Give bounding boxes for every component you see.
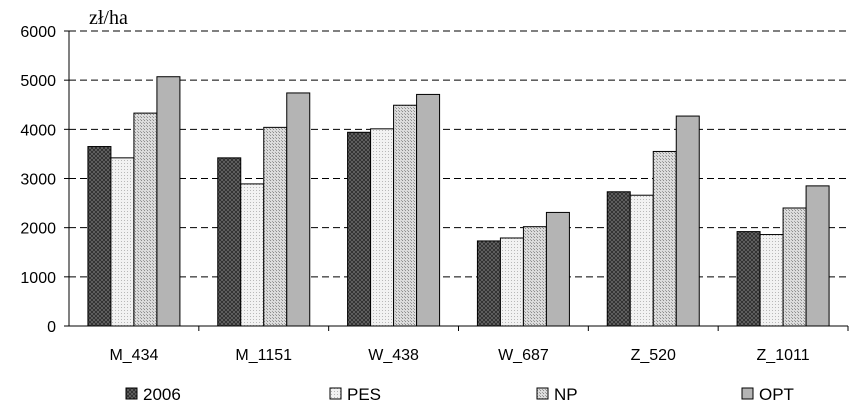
gridlines	[69, 30, 848, 278]
x-tick-label: M_1151	[235, 347, 292, 364]
bar-2006-w_438	[347, 131, 372, 327]
x-tick-label: W_438	[368, 347, 419, 364]
legend: 2006 PES NP OPT	[125, 385, 794, 404]
legend-swatch-np	[536, 387, 549, 400]
bar-opt-z_1011	[805, 185, 830, 327]
bar-pes-w_687	[499, 237, 524, 327]
bar-2006-z_520	[606, 191, 631, 327]
bar-np-z_1011	[782, 207, 807, 327]
legend-swatch-pes	[329, 387, 342, 400]
bar-opt-m_434	[156, 76, 181, 327]
y-tick-label: 5000	[20, 73, 56, 90]
bar-2006-z_1011	[736, 231, 761, 327]
y-tick-label: 1000	[20, 270, 56, 287]
bar-opt-w_438	[416, 93, 441, 327]
bar-pes-m_1151	[240, 183, 265, 327]
bar-np-w_687	[522, 226, 547, 327]
legend-swatch-opt	[741, 387, 754, 400]
legend-label-2006: 2006	[143, 385, 181, 404]
bar-2006-m_434	[87, 146, 112, 327]
bar-pes-w_438	[370, 128, 395, 327]
x-tick-label: Z_520	[631, 347, 676, 364]
y-tick-label: 0	[47, 319, 56, 336]
y-tick-label: 2000	[20, 221, 56, 238]
y-axis-unit-label: zł/ha	[89, 7, 128, 29]
legend-label-np: NP	[554, 385, 578, 404]
legend-label-pes: PES	[347, 385, 381, 404]
bar-opt-w_687	[545, 211, 570, 327]
bars	[87, 76, 830, 327]
bar-pes-z_520	[629, 194, 654, 327]
bar-opt-z_520	[675, 115, 700, 327]
bar-np-m_434	[133, 112, 158, 327]
bar-np-m_1151	[263, 126, 288, 327]
legend-label-opt: OPT	[759, 385, 794, 404]
bar-pes-z_1011	[759, 234, 784, 327]
bar-2006-m_1151	[217, 157, 242, 327]
axes: 0 1000 2000 3000 4000 5000 6000 M_434 M_1151 W_43…	[20, 24, 849, 364]
y-tick-label: 3000	[20, 172, 56, 189]
legend-swatch-2006	[125, 387, 138, 400]
x-tick-label: Z_1011	[757, 347, 810, 364]
bar-2006-w_687	[476, 240, 501, 327]
y-tick-label: 6000	[20, 24, 56, 41]
bar-opt-m_1151	[286, 92, 311, 327]
bar-np-z_520	[652, 150, 677, 327]
bar-pes-m_434	[110, 157, 135, 327]
x-tick-label: M_434	[109, 347, 158, 364]
y-tick-label: 4000	[20, 122, 56, 139]
x-tick-label: W_687	[498, 347, 549, 364]
bar-np-w_438	[393, 104, 418, 327]
